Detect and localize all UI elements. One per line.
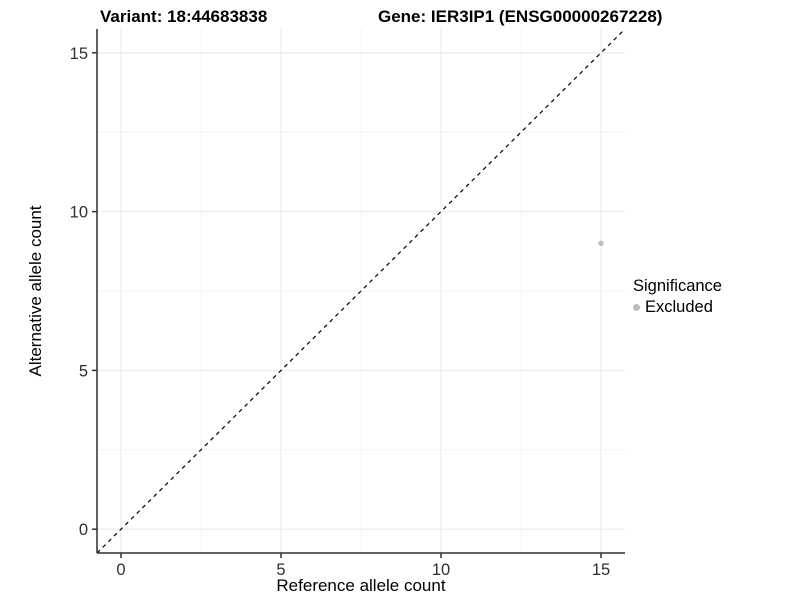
legend-item-excluded: Excluded [633, 298, 722, 317]
data-point [598, 240, 604, 247]
y-tick-label: 15 [70, 45, 88, 63]
x-tick-label: 5 [276, 561, 285, 579]
y-tick-label: 0 [79, 521, 88, 539]
variant-title: Variant: 18:44683838 [100, 7, 268, 26]
y-tick-label: 5 [79, 362, 88, 380]
legend-point-icon [633, 304, 640, 311]
x-axis-title: Reference allele count [276, 576, 445, 595]
legend: Significance Excluded [633, 277, 722, 317]
x-tick-label: 0 [116, 561, 125, 579]
legend-title: Significance [633, 277, 722, 295]
y-axis-title: Alternative allele count [26, 205, 45, 376]
identity-dashed-line [96, 28, 626, 554]
gene-title: Gene: IER3IP1 (ENSG00000267228) [378, 7, 663, 26]
y-tick-label: 10 [70, 204, 88, 222]
legend-item-label: Excluded [645, 298, 713, 316]
x-tick-label: 15 [592, 561, 610, 579]
x-tick-label: 10 [432, 561, 450, 579]
